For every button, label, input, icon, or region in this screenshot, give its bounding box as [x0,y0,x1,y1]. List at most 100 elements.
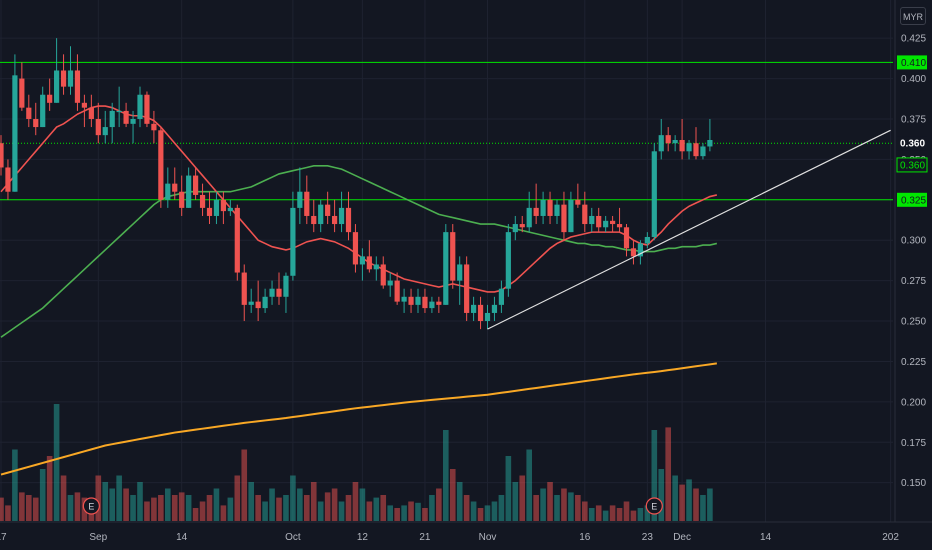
candle-body[interactable] [0,143,4,168]
candle-body[interactable] [707,139,713,147]
candle-body[interactable] [88,107,94,119]
candle-body[interactable] [436,301,442,305]
currency-label[interactable]: MYR [900,7,926,25]
candle-body[interactable] [554,204,560,216]
candle-body[interactable] [686,143,692,152]
candle-body[interactable] [130,118,136,124]
candle-body[interactable] [81,102,87,108]
candle-body[interactable] [380,264,386,286]
candle-body[interactable] [199,194,206,208]
candle-body[interactable] [693,143,699,157]
candle-body[interactable] [477,304,484,322]
candle-body[interactable] [193,175,199,195]
candle-body[interactable] [248,301,254,305]
candle-body[interactable] [338,207,345,225]
candle-body[interactable] [74,70,81,103]
candle-body[interactable] [575,199,581,205]
candle-body[interactable] [498,288,504,305]
candle-body[interactable] [415,296,421,305]
candle-body[interactable] [540,199,546,216]
candle-body[interactable] [311,215,317,225]
candle-body[interactable] [345,207,352,233]
earnings-event-icon[interactable] [645,497,663,515]
candle-body[interactable] [672,139,678,144]
candle-body[interactable] [213,199,220,216]
candle-body[interactable] [366,256,372,270]
candle-body[interactable] [40,94,46,128]
candle-body[interactable] [616,224,623,228]
candle-body[interactable] [665,135,671,144]
candle-body[interactable] [610,220,616,225]
candle-body[interactable] [26,107,32,119]
candle-body[interactable] [158,130,164,200]
candle-body[interactable] [491,304,498,313]
candle-body[interactable] [359,256,365,265]
candle-body[interactable] [568,199,574,233]
candle-body[interactable] [422,296,428,309]
candle-body[interactable] [533,207,539,216]
candle-body[interactable] [603,220,609,228]
candle-body[interactable] [165,183,171,200]
candle-body[interactable] [290,207,296,276]
candle-body[interactable] [12,75,18,192]
candle-body[interactable] [450,232,456,281]
candle-body[interactable] [241,272,247,305]
price-axis[interactable] [895,0,932,550]
candle-body[interactable] [276,288,282,297]
candle-body[interactable] [589,215,595,225]
candle-body[interactable] [95,118,101,136]
candle-body[interactable] [387,280,393,286]
candle-body[interactable] [700,146,706,157]
candle-body[interactable] [429,301,435,309]
candle-body[interactable] [123,110,129,124]
candle-body[interactable] [561,204,567,233]
candle-body[interactable] [582,204,588,225]
candle-body[interactable] [373,264,379,270]
candle-body[interactable] [206,207,213,216]
candle-body[interactable] [679,139,685,152]
candle-body[interactable] [352,232,359,265]
candle-body[interactable] [186,175,192,208]
candle-body[interactable] [262,296,268,309]
candle-body[interactable] [332,215,338,225]
candle-body[interactable] [457,264,463,281]
candle-body[interactable] [220,199,226,212]
candle-body[interactable] [172,183,178,192]
candle-body[interactable] [33,118,39,128]
candle-body[interactable] [144,94,150,124]
candle-body[interactable] [623,227,630,249]
candle-body[interactable] [5,167,11,192]
candle-body[interactable] [67,70,74,87]
candle-body[interactable] [109,110,115,128]
candle-body[interactable] [325,204,331,216]
candle-body[interactable] [179,191,185,208]
trendline[interactable] [487,129,891,330]
candle-body[interactable] [471,304,477,313]
candle-body[interactable] [19,78,25,108]
candle-body[interactable] [505,232,511,289]
candle-body[interactable] [269,288,275,297]
candle-body[interactable] [658,135,664,152]
candle-body[interactable] [408,296,414,305]
candle-body[interactable] [464,264,470,313]
candle-body[interactable] [512,224,518,233]
candle-body[interactable] [630,248,637,257]
candle-body[interactable] [102,127,108,136]
candle-body[interactable] [234,207,240,273]
candle-body[interactable] [47,94,53,103]
candle-body[interactable] [637,243,643,257]
candle-body[interactable] [443,232,449,305]
candle-body[interactable] [651,151,657,237]
candle-body[interactable] [227,207,233,212]
candle-body[interactable] [60,70,67,87]
candle-body[interactable] [644,236,650,244]
candle-body[interactable] [255,301,261,309]
candle-body[interactable] [526,207,532,228]
candle-body[interactable] [394,280,400,302]
candle-body[interactable] [283,275,289,297]
candle-body[interactable] [304,191,310,216]
candle-body[interactable] [116,110,122,113]
candle-body[interactable] [484,312,491,322]
